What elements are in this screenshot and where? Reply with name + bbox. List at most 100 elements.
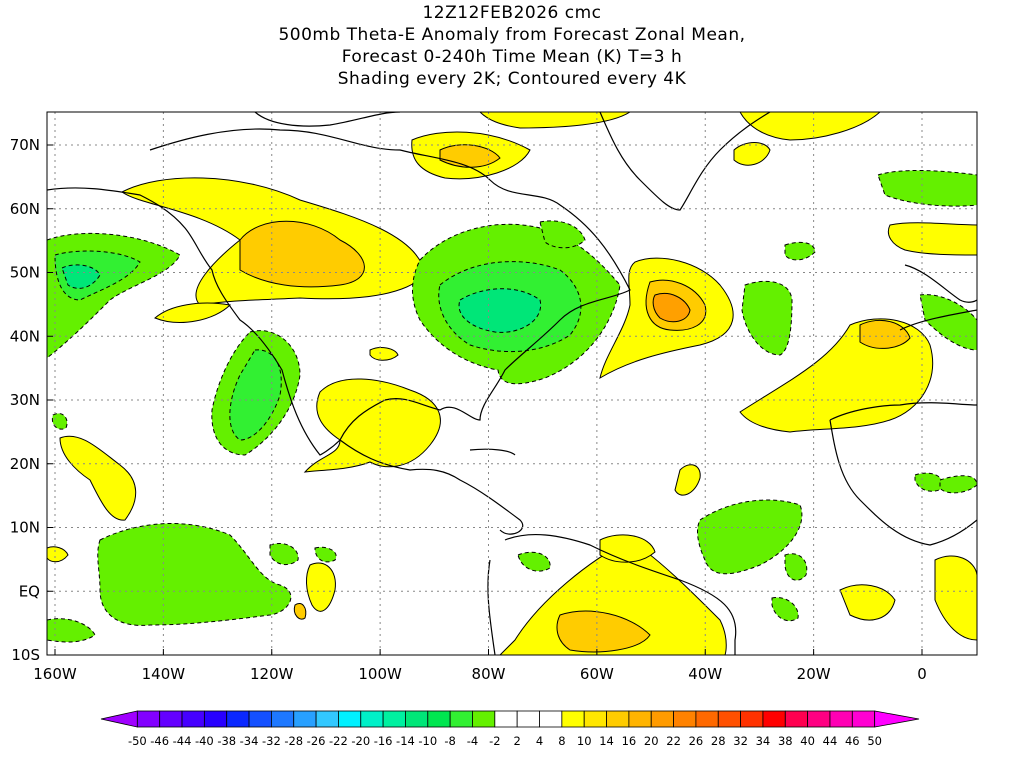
- y-tick-label: 10S: [11, 646, 40, 664]
- colorbar: -50 -46 -44 -40 -38 -34 -32 -28 -26 -22 -20 -16 -14-…: [100, 710, 920, 748]
- colorbar-label: -2: [489, 734, 500, 748]
- cold-anomaly-shading: [47, 169, 977, 643]
- lat-lon-grid: [47, 112, 977, 655]
- colorbar-swatch: [762, 710, 786, 728]
- colorbar-swatch: [606, 710, 630, 728]
- y-tick-label: 20N: [10, 455, 40, 473]
- colorbar-label: 2: [514, 734, 521, 748]
- colorbar-label: -46: [150, 734, 169, 748]
- colorbar-label: 34: [756, 734, 771, 748]
- colorbar-swatch: [695, 710, 719, 728]
- colorbar-swatch: [717, 710, 741, 728]
- x-tick-label: 160W: [33, 665, 77, 683]
- colorbar-swatch: [539, 710, 563, 728]
- colorbar-label: -22: [329, 734, 348, 748]
- colorbar-label: -32: [262, 734, 281, 748]
- colorbar-swatch: [628, 710, 652, 728]
- colorbar-swatch: [159, 710, 183, 728]
- colorbar-label: 28: [711, 734, 726, 748]
- x-tick-label: 20W: [797, 665, 831, 683]
- colorbar-swatch: [293, 710, 317, 728]
- colorbar-swatch: [851, 710, 876, 728]
- colorbar-label: -40: [195, 734, 214, 748]
- colorbar-swatch: [673, 710, 697, 728]
- colorbar-label: 32: [733, 734, 748, 748]
- colorbar-swatch: [784, 710, 809, 728]
- latitude-axis: 70N 60N 50N 40N 30N 20N 10N EQ 10S: [10, 136, 53, 664]
- map-plot-area: [47, 112, 977, 655]
- y-tick-label: EQ: [19, 582, 40, 600]
- colorbar-label: 20: [644, 734, 659, 748]
- colorbar-label: -16: [374, 734, 393, 748]
- colorbar-label: 10: [577, 734, 592, 748]
- colorbar-label: 22: [666, 734, 681, 748]
- map-title-line3: Forecast 0-240h Time Mean (K) T=3 h: [341, 47, 683, 67]
- colorbar-label: -20: [351, 734, 370, 748]
- colorbar-swatch: [360, 710, 384, 728]
- colorbar-swatch: [494, 710, 518, 728]
- colorbar-swatch: [405, 710, 429, 728]
- colorbar-swatch: [203, 710, 228, 728]
- colorbar-label: 44: [823, 734, 838, 748]
- y-tick-label: 10N: [10, 519, 40, 537]
- colorbar-swatch: [650, 710, 674, 728]
- colorbar-swatch: [136, 710, 161, 728]
- colorbar-swatch: [807, 710, 831, 728]
- y-tick-label: 70N: [10, 136, 40, 154]
- y-tick-label: 40N: [10, 327, 40, 345]
- colorbar-label: 46: [845, 734, 860, 748]
- x-tick-label: 40W: [688, 665, 722, 683]
- colorbar-label: 16: [622, 734, 637, 748]
- map-frame: [46, 111, 978, 656]
- map-title-line1: 12Z12FEB2026 cmc: [422, 3, 602, 23]
- colorbar-label: -34: [240, 734, 259, 748]
- colorbar-label: 50: [867, 734, 882, 748]
- colorbar-label: 26: [689, 734, 704, 748]
- colorbar-label: -10: [418, 734, 437, 748]
- x-tick-label: 100W: [358, 665, 402, 683]
- y-tick-label: 60N: [10, 200, 40, 218]
- colorbar-swatch: [248, 710, 272, 728]
- colorbar-label: 38: [778, 734, 793, 748]
- colorbar-swatch: [829, 710, 853, 728]
- longitude-axis: 160W 140W 120W 100W 80W 60W 40W 20W 0: [33, 649, 927, 683]
- colorbar-label: -8: [444, 734, 455, 748]
- colorbar-label: 14: [599, 734, 614, 748]
- x-tick-label: 60W: [580, 665, 614, 683]
- colorbar-swatch: [740, 710, 764, 728]
- colorbar-label: -28: [284, 734, 303, 748]
- map-title-line2: 500mb Theta-E Anomaly from Forecast Zona…: [278, 25, 746, 45]
- colorbar-swatch: [516, 710, 540, 728]
- colorbar-label: -50: [128, 734, 147, 748]
- colorbar-swatch: [315, 710, 339, 728]
- colorbar-swatch: [100, 710, 138, 728]
- colorbar-swatch: [583, 710, 607, 728]
- y-tick-label: 50N: [10, 264, 40, 282]
- x-tick-label: 80W: [472, 665, 506, 683]
- x-tick-label: 0: [917, 665, 927, 683]
- continent-outlines: [47, 112, 977, 655]
- colorbar-label: -14: [396, 734, 415, 748]
- colorbar-swatch: [561, 710, 585, 728]
- x-tick-label: 140W: [142, 665, 186, 683]
- colorbar-swatch: [427, 710, 451, 728]
- map-title-line4: Shading every 2K; Contoured every 4K: [337, 69, 687, 89]
- colorbar-label: -44: [173, 734, 192, 748]
- colorbar-label: -4: [467, 734, 478, 748]
- y-tick-label: 30N: [10, 391, 40, 409]
- colorbar-swatch: [270, 710, 295, 728]
- colorbar-swatch: [338, 710, 362, 728]
- x-tick-label: 120W: [250, 665, 294, 683]
- colorbar-swatch: [382, 710, 406, 728]
- colorbar-swatch: [181, 710, 205, 728]
- colorbar-label: 4: [536, 734, 543, 748]
- colorbar-swatch: [874, 710, 920, 728]
- colorbar-label: 8: [558, 734, 565, 748]
- colorbar-swatch: [449, 710, 473, 728]
- colorbar-label: -26: [307, 734, 326, 748]
- colorbar-label: -38: [217, 734, 236, 748]
- colorbar-swatch: [472, 710, 496, 728]
- colorbar-swatch: [226, 710, 250, 728]
- colorbar-label: 40: [800, 734, 815, 748]
